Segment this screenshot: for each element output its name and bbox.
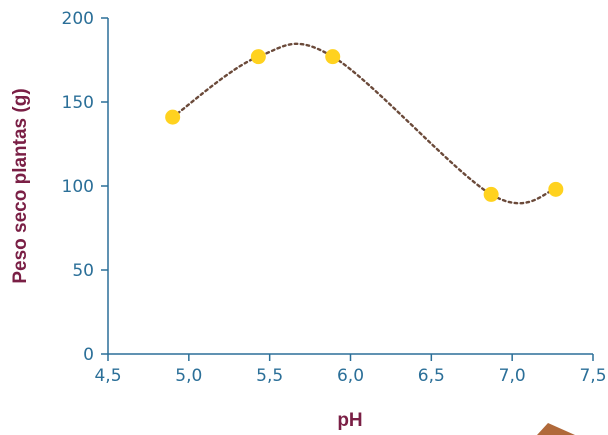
corner-decoration bbox=[537, 423, 575, 435]
y-axis-title: Peso seco plantas (g) bbox=[10, 88, 31, 283]
x-axis-title: pH bbox=[337, 410, 362, 431]
data-point bbox=[250, 49, 266, 65]
y-tick-label: 0 bbox=[83, 345, 94, 365]
x-tick-label: 4,5 bbox=[94, 366, 121, 386]
y-tick-label: 150 bbox=[62, 93, 94, 113]
data-points bbox=[165, 49, 564, 202]
data-point bbox=[325, 49, 341, 65]
x-tick-label: 7,0 bbox=[499, 366, 526, 386]
x-tick-label: 5,0 bbox=[175, 366, 202, 386]
y-tick-label: 100 bbox=[62, 177, 94, 197]
data-point bbox=[483, 186, 499, 202]
y-tick-label: 50 bbox=[72, 261, 94, 281]
x-tick-label: 5,5 bbox=[256, 366, 283, 386]
trend-curve bbox=[171, 42, 558, 205]
data-point bbox=[548, 181, 564, 197]
x-tick-label: 6,5 bbox=[418, 366, 445, 386]
x-tick-label: 6,0 bbox=[337, 366, 364, 386]
y-axis-ticks: 0 50 100 150 200 bbox=[62, 9, 108, 365]
data-point bbox=[165, 109, 181, 125]
x-axis-ticks: 4,5 5,0 5,5 6,0 6,5 7,0 7,5 bbox=[94, 354, 607, 386]
y-tick-label: 200 bbox=[62, 9, 94, 29]
x-tick-label: 7,5 bbox=[579, 366, 606, 386]
